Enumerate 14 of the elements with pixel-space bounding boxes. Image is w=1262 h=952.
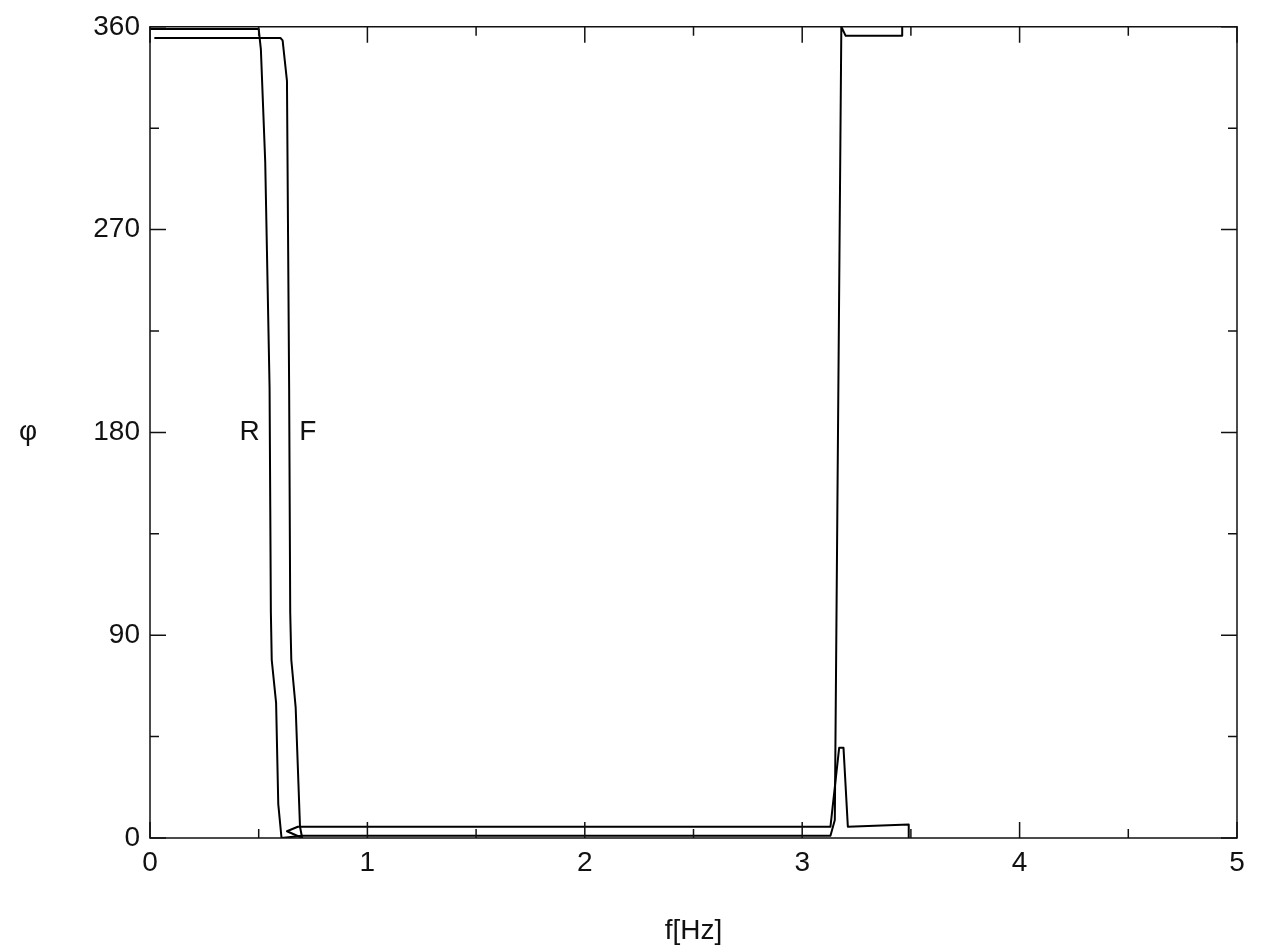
y-tick-label: 180: [93, 415, 140, 447]
x-tick-label: 4: [1011, 845, 1028, 877]
x-tick-label: 3: [794, 845, 810, 877]
y-tick-label: 0: [124, 820, 140, 852]
y-axis-title: φ: [18, 415, 38, 447]
x-axis-title: f[Hz]: [664, 913, 723, 945]
x-tick-label: 5: [1229, 845, 1245, 877]
y-tick-label: 360: [93, 9, 140, 41]
series-label: R: [239, 415, 260, 447]
y-tick-label: 270: [93, 212, 140, 244]
x-tick-label: 1: [359, 845, 376, 877]
y-tick-label: 90: [108, 617, 140, 649]
x-tick-label: 2: [577, 845, 593, 877]
series-label: F: [299, 415, 317, 447]
